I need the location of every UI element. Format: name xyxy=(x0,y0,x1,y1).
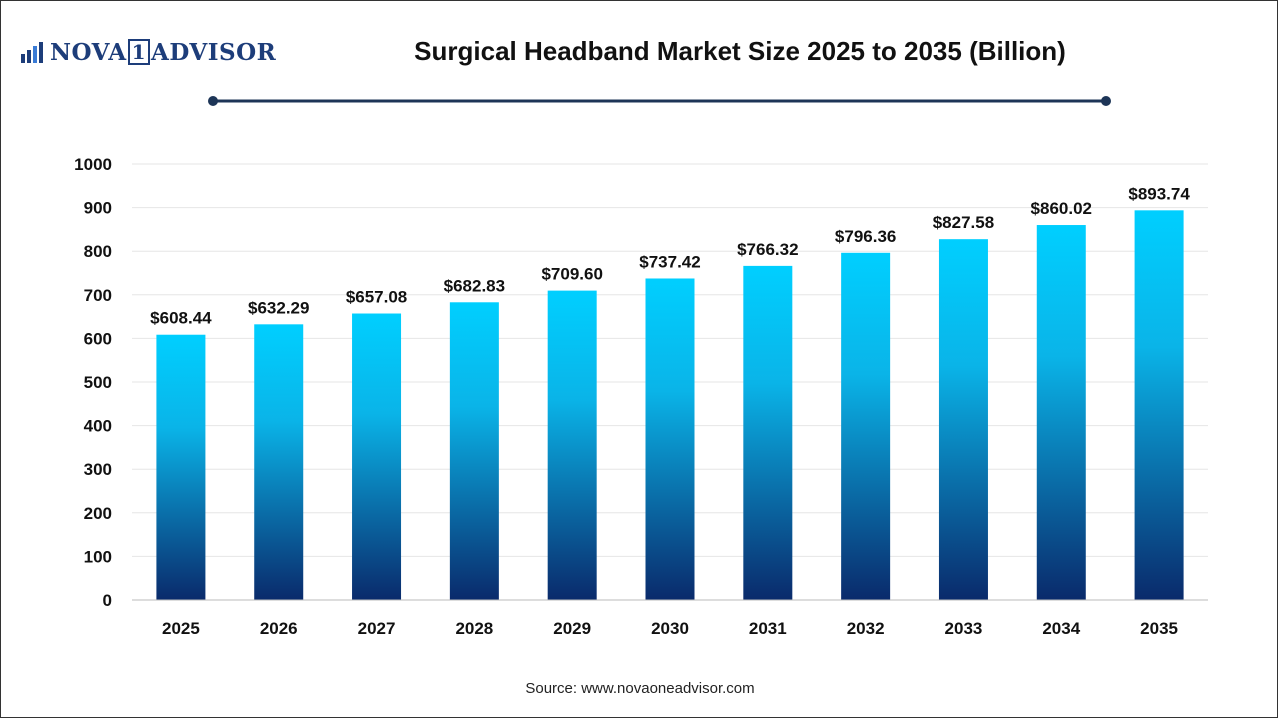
brand-logo: NOVA 1 ADVISOR xyxy=(20,36,276,68)
x-tick-label-2033: 2033 xyxy=(945,619,983,638)
data-label-2035: $893.74 xyxy=(1128,184,1190,203)
y-tick-label: 600 xyxy=(84,329,112,348)
x-tick-label-2031: 2031 xyxy=(749,619,787,638)
bar-2030 xyxy=(645,278,695,600)
data-label-2032: $796.36 xyxy=(835,227,896,246)
y-tick-label: 200 xyxy=(84,504,112,523)
data-label-2031: $766.32 xyxy=(737,240,798,259)
y-tick-label: 400 xyxy=(84,417,112,436)
bar-2025 xyxy=(156,334,206,600)
x-tick-label-2026: 2026 xyxy=(260,619,298,638)
data-label-2034: $860.02 xyxy=(1031,199,1092,218)
data-label-2025: $608.44 xyxy=(150,309,212,328)
data-labels: $608.44 $632.29 $657.08 $682.83 $709.60 $737.… xyxy=(150,184,1190,327)
bar-2034 xyxy=(1036,225,1086,600)
data-label-2027: $657.08 xyxy=(346,288,407,307)
bars xyxy=(156,210,1184,601)
x-tick-label-2029: 2029 xyxy=(553,619,591,638)
y-tick-label: 700 xyxy=(84,286,112,305)
data-label-2028: $682.83 xyxy=(444,276,505,295)
title-rule xyxy=(208,96,1111,106)
bar-2031 xyxy=(743,265,793,600)
y-tick-label: 500 xyxy=(84,373,112,392)
data-label-2033: $827.58 xyxy=(933,213,994,232)
brand-name-right: ADVISOR xyxy=(150,38,277,66)
y-tick-label: 300 xyxy=(84,460,112,479)
x-axis-ticks: 2025 2026 2027 2028 2029 2030 2031 2032 2033 2034… xyxy=(162,619,1178,638)
x-tick-label-2025: 2025 xyxy=(162,619,200,638)
y-tick-label: 100 xyxy=(84,547,112,566)
brand-name-left: NOVA xyxy=(50,38,127,66)
x-tick-label-2032: 2032 xyxy=(847,619,885,638)
y-tick-label: 1000 xyxy=(74,155,112,174)
x-tick-label-2028: 2028 xyxy=(455,619,493,638)
x-tick-label-2034: 2034 xyxy=(1042,619,1080,638)
x-tick-label-2027: 2027 xyxy=(358,619,396,638)
bar-2035 xyxy=(1134,210,1184,601)
brand-name: NOVA 1 ADVISOR xyxy=(50,39,276,66)
y-tick-label: 900 xyxy=(84,199,112,218)
bar-2033 xyxy=(938,239,988,601)
data-label-2029: $709.60 xyxy=(541,265,602,284)
data-label-2026: $632.29 xyxy=(248,298,309,317)
bar-2029 xyxy=(547,290,597,600)
source-note: Source: www.novaoneadvisor.com xyxy=(525,680,755,697)
bar-2026 xyxy=(254,324,304,600)
bar-2027 xyxy=(352,313,402,600)
y-tick-label: 0 xyxy=(103,591,112,610)
data-label-2030: $737.42 xyxy=(639,252,700,271)
brand-name-one: 1 xyxy=(127,39,150,65)
bar-chart-icon xyxy=(21,42,43,63)
x-tick-label-2030: 2030 xyxy=(651,619,689,638)
bar-2032 xyxy=(841,252,891,600)
y-tick-label: 800 xyxy=(84,242,112,261)
bar-2028 xyxy=(449,302,499,600)
y-axis-ticks: 0 100 200 300 400 500 600 700 800 900 1000 xyxy=(74,155,112,610)
x-tick-label-2035: 2035 xyxy=(1140,619,1178,638)
chart-title: Surgical Headband Market Size 2025 to 20… xyxy=(414,36,1066,66)
